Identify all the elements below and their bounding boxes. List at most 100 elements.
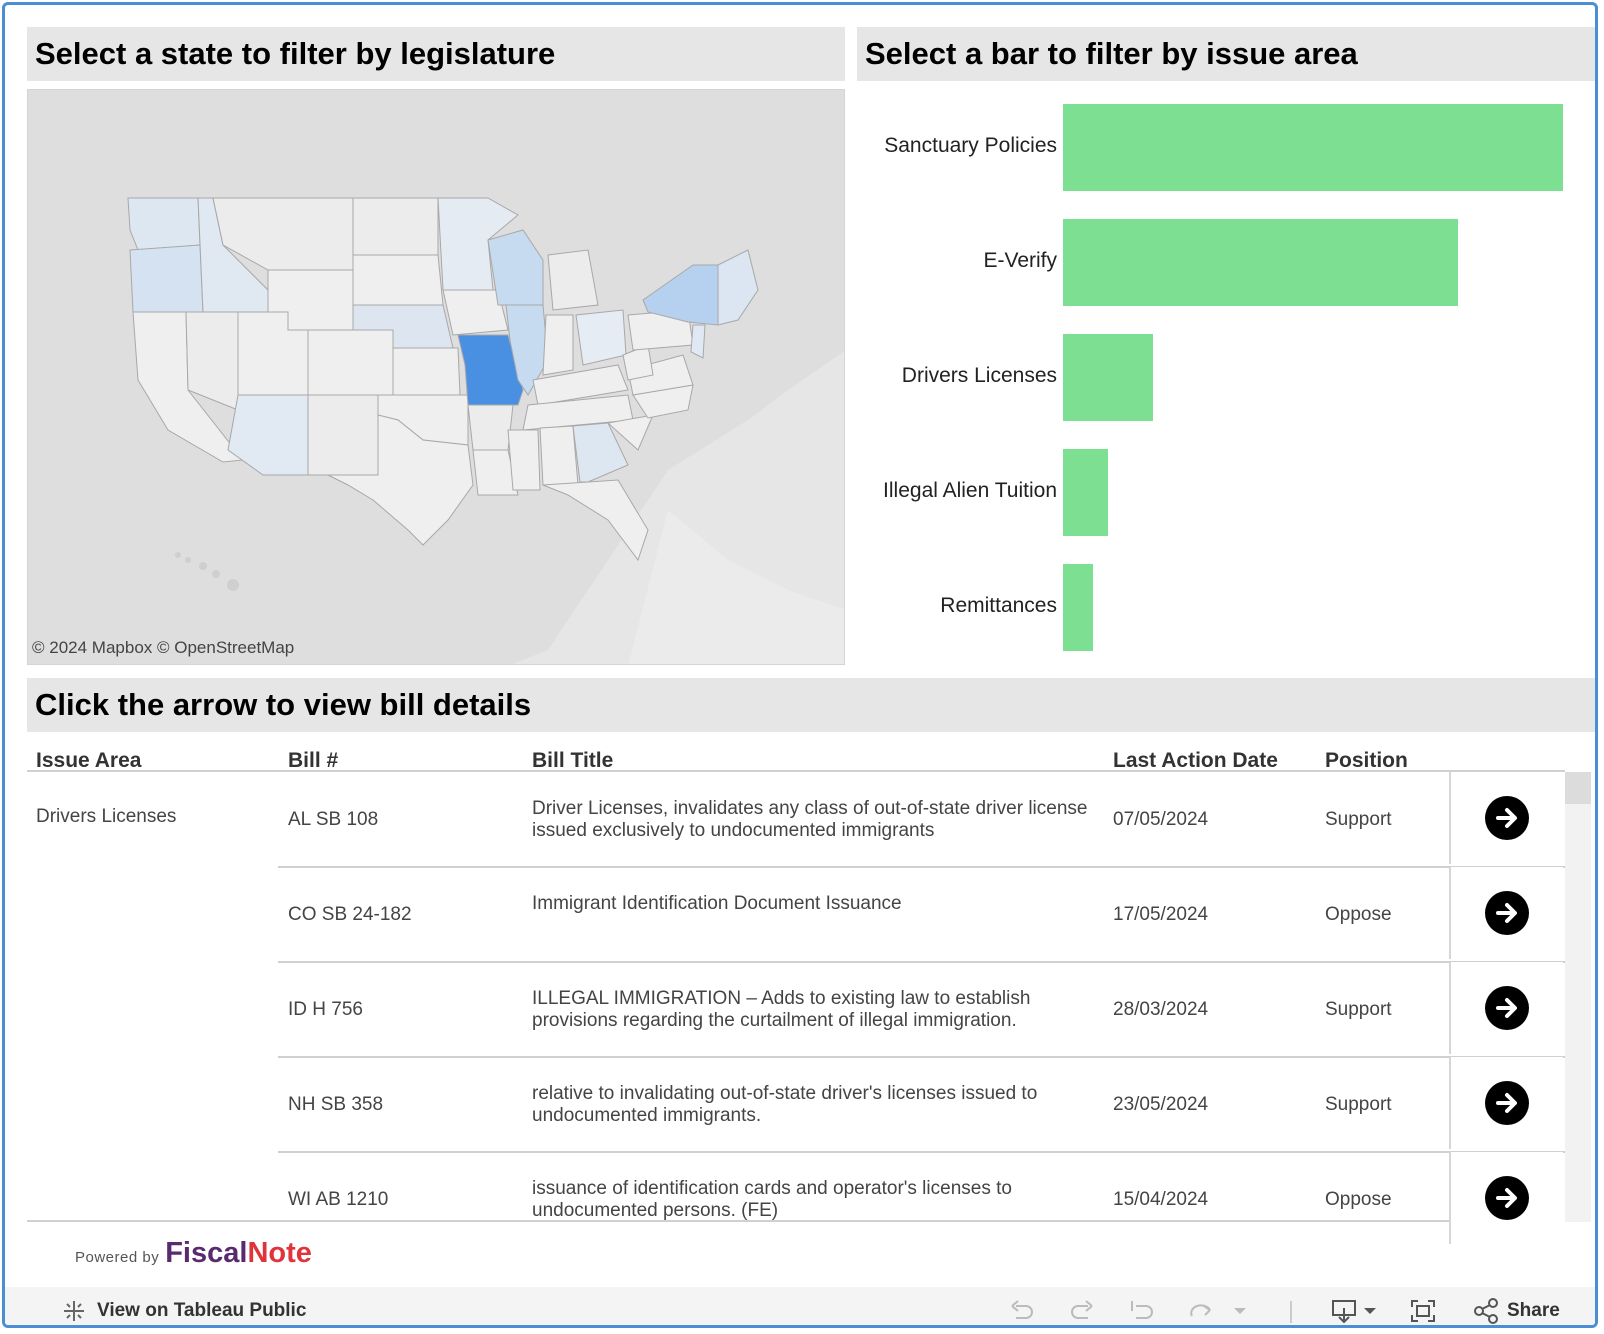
bar-label[interactable]: Sanctuary Policies <box>884 134 1057 157</box>
bar-chart-heading: Select a bar to filter by issue area <box>857 27 1595 81</box>
refresh-icon[interactable] <box>1188 1298 1216 1324</box>
state-wisconsin <box>487 229 544 306</box>
share-icon <box>1474 1298 1498 1324</box>
state-michigan <box>547 249 599 311</box>
arrow-right-icon <box>1485 891 1529 935</box>
issue-area-bar[interactable] <box>1063 449 1108 536</box>
toolbar-separator <box>1290 1301 1292 1323</box>
column-header-bill-title[interactable]: Bill Title <box>532 749 614 772</box>
state-iowa <box>442 289 509 336</box>
row-divider <box>278 1056 1565 1058</box>
download-menu-chevron-icon[interactable] <box>1361 1298 1379 1324</box>
arrow-right-icon <box>1485 1081 1529 1125</box>
map-canvas[interactable] <box>28 90 845 665</box>
column-header-issue-area[interactable]: Issue Area <box>36 749 142 772</box>
view-bill-details-button[interactable] <box>1449 1152 1563 1244</box>
table-heading: Click the arrow to view bill details <box>27 678 1595 732</box>
bill-number-cell: AL SB 108 <box>288 808 379 830</box>
fullscreen-icon[interactable] <box>1409 1298 1437 1324</box>
state-washington <box>127 197 201 251</box>
state-mississippi <box>507 429 541 491</box>
powered-by-label: Powered by <box>75 1249 160 1266</box>
state-colorado <box>307 329 394 396</box>
arrow-right-icon <box>1485 796 1529 840</box>
state-georgia <box>572 422 629 483</box>
position-cell: Support <box>1325 1093 1392 1115</box>
last-action-date-cell: 28/03/2024 <box>1113 998 1209 1020</box>
state-illinois <box>505 304 549 396</box>
state-south-dakota <box>352 254 444 306</box>
issue-area-bar[interactable] <box>1063 104 1563 191</box>
bill-title-cell: Immigrant Identification Document Issuan… <box>532 892 902 914</box>
column-header-position[interactable]: Position <box>1325 749 1408 772</box>
state-alabama <box>539 425 579 486</box>
view-bill-details-button[interactable] <box>1449 962 1563 1054</box>
state-new-england <box>717 249 759 326</box>
share-button[interactable]: Share <box>1473 1298 1560 1324</box>
bill-number-cell: ID H 756 <box>288 998 363 1020</box>
arrow-right-icon <box>1485 986 1529 1030</box>
redo-icon[interactable] <box>1068 1298 1096 1324</box>
download-icon[interactable] <box>1330 1298 1358 1324</box>
view-on-tableau-public-link[interactable]: View on Tableau Public <box>61 1298 306 1324</box>
bill-title-cell: Driver Licenses, invalidates any class o… <box>532 797 1088 841</box>
table-scrollbar[interactable] <box>1565 772 1591 1222</box>
bill-title-cell: relative to invalidating out-of-state dr… <box>532 1082 1038 1126</box>
column-header-last-action-date[interactable]: Last Action Date <box>1113 749 1278 772</box>
last-action-date-cell: 15/04/2024 <box>1113 1188 1209 1210</box>
chevron-down-icon[interactable] <box>1231 1298 1249 1324</box>
view-bill-details-button[interactable] <box>1449 772 1563 864</box>
column-header-bill-number[interactable]: Bill # <box>288 749 339 772</box>
state-florida <box>542 479 649 562</box>
row-divider <box>278 866 1565 868</box>
issue-area-bar[interactable] <box>1063 564 1093 651</box>
issue-area-bar[interactable] <box>1063 219 1458 306</box>
bar-label[interactable]: Illegal Alien Tuition <box>883 479 1057 502</box>
bill-title-cell: ILLEGAL IMMIGRATION – Adds to existing l… <box>532 987 1031 1031</box>
position-cell: Support <box>1325 998 1392 1020</box>
header-divider <box>27 770 1565 772</box>
map-heading: Select a state to filter by legislature <box>27 27 845 81</box>
bar-label[interactable]: Drivers Licenses <box>901 364 1057 387</box>
state-arkansas <box>467 404 514 451</box>
issue-area-bar[interactable] <box>1063 334 1153 421</box>
bill-number-cell: NH SB 358 <box>288 1093 384 1115</box>
last-action-date-cell: 17/05/2024 <box>1113 903 1209 925</box>
state-missouri <box>457 334 524 406</box>
state-oregon <box>129 244 204 313</box>
state-kentucky <box>532 364 629 406</box>
state-north-dakota <box>352 197 439 256</box>
state-south-carolina <box>606 414 654 451</box>
issue-area-cell: Drivers Licenses <box>36 806 177 827</box>
state-new-mexico <box>307 394 379 476</box>
revert-icon[interactable] <box>1128 1298 1156 1324</box>
position-cell: Oppose <box>1325 903 1392 925</box>
bill-number-cell: WI AB 1210 <box>288 1188 389 1210</box>
state-ohio <box>575 309 627 366</box>
map-attribution: © 2024 Mapbox © OpenStreetMap <box>32 638 295 657</box>
bar-label[interactable]: Remittances <box>940 594 1057 617</box>
view-bill-details-button[interactable] <box>1449 1057 1563 1149</box>
row-divider <box>278 961 1565 963</box>
last-action-date-cell: 07/05/2024 <box>1113 808 1209 830</box>
table-bottom-divider <box>27 1220 1449 1222</box>
undo-icon[interactable] <box>1008 1298 1036 1324</box>
state-kansas <box>392 347 461 396</box>
view-on-tableau-label: View on Tableau Public <box>97 1300 307 1321</box>
position-cell: Support <box>1325 808 1392 830</box>
state-arizona <box>227 394 309 476</box>
state-indiana <box>542 314 574 376</box>
table-scrollbar-thumb[interactable] <box>1565 772 1591 804</box>
last-action-date-cell: 23/05/2024 <box>1113 1093 1209 1115</box>
powered-by-fiscalnote[interactable]: Powered by FiscalNote <box>75 1237 312 1270</box>
view-bill-details-button[interactable] <box>1449 867 1563 959</box>
state-texas <box>327 414 474 546</box>
tableau-toolbar <box>5 1287 1595 1325</box>
position-cell: Oppose <box>1325 1188 1392 1210</box>
us-state-map[interactable]: © 2024 Mapbox © OpenStreetMap <box>27 89 845 665</box>
bar-label[interactable]: E-Verify <box>983 249 1057 272</box>
tableau-logo-icon <box>64 1301 84 1321</box>
state-virginia <box>627 354 694 396</box>
bill-number-cell: CO SB 24-182 <box>288 903 412 925</box>
